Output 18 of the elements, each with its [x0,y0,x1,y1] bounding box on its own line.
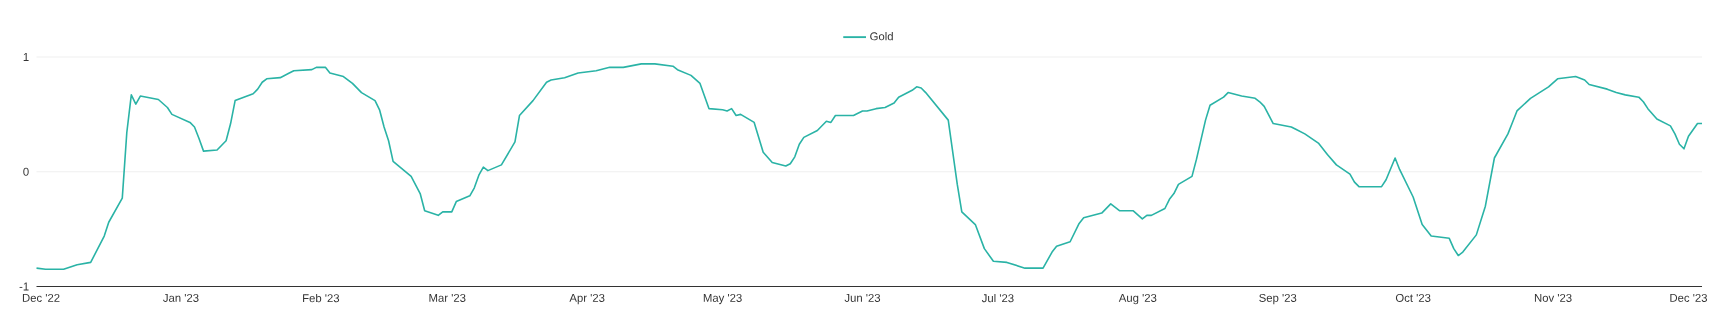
x-tick-label: Feb '23 [303,293,340,303]
legend-label: Gold [870,32,893,41]
x-tick-label: Mar '23 [429,293,466,302]
x-tick-label: Jan '23 [163,293,199,302]
x-tick-label: May '23 [703,293,742,305]
x-tick-label: Sep '23 [1259,293,1297,305]
x-tick-label: Jun '23 [844,293,881,302]
x-tick-label: Oct '23 [1395,293,1431,302]
x-tick-label: Dec '23 [1670,293,1707,302]
x-tick-label: Nov '23 [1534,293,1572,302]
y-tick-label: 0 [23,167,29,176]
x-tick-label: Jul '23 [981,293,1014,303]
x-tick-label: Apr '23 [569,293,605,305]
x-tick-label: Aug '23 [1118,293,1157,305]
y-tick-label: 1 [23,53,29,61]
x-tick-label: Dec '22 [22,293,60,302]
line-series [35,63,1703,271]
y-tick-label: -1 [19,282,29,291]
